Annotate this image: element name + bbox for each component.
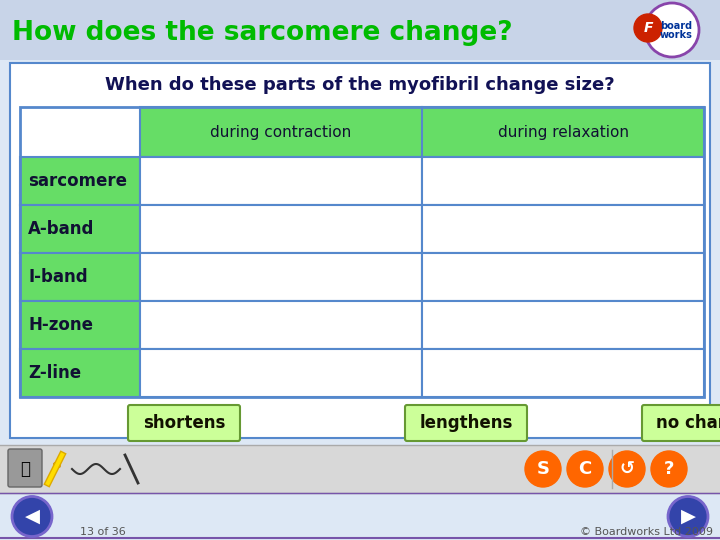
FancyBboxPatch shape — [140, 349, 422, 397]
Text: ?: ? — [664, 460, 674, 478]
FancyBboxPatch shape — [128, 405, 240, 441]
Circle shape — [634, 14, 662, 42]
Circle shape — [12, 496, 52, 537]
FancyBboxPatch shape — [20, 253, 140, 301]
FancyBboxPatch shape — [422, 301, 704, 349]
FancyBboxPatch shape — [140, 205, 422, 253]
FancyBboxPatch shape — [422, 349, 704, 397]
Text: ↺: ↺ — [619, 460, 634, 478]
FancyBboxPatch shape — [20, 205, 140, 253]
Text: during relaxation: during relaxation — [498, 125, 629, 139]
FancyBboxPatch shape — [422, 205, 704, 253]
Text: 🗑: 🗑 — [20, 460, 30, 478]
Text: When do these parts of the myofibril change size?: When do these parts of the myofibril cha… — [105, 76, 615, 94]
Text: I-band: I-band — [28, 268, 88, 286]
Text: How does the sarcomere change?: How does the sarcomere change? — [12, 20, 513, 46]
FancyBboxPatch shape — [422, 157, 704, 205]
FancyBboxPatch shape — [20, 157, 140, 205]
FancyBboxPatch shape — [0, 0, 720, 60]
Text: no change: no change — [656, 414, 720, 432]
Text: during contraction: during contraction — [210, 125, 351, 139]
FancyBboxPatch shape — [140, 107, 704, 157]
FancyBboxPatch shape — [0, 445, 720, 493]
Circle shape — [645, 3, 699, 57]
Text: works: works — [660, 30, 693, 40]
Circle shape — [609, 451, 645, 487]
FancyBboxPatch shape — [140, 253, 422, 301]
Text: S: S — [536, 460, 549, 478]
Text: F: F — [643, 21, 653, 35]
Text: Z-line: Z-line — [28, 364, 81, 382]
Text: sarcomere: sarcomere — [28, 172, 127, 190]
Text: A-band: A-band — [28, 220, 94, 238]
FancyBboxPatch shape — [8, 449, 42, 487]
FancyBboxPatch shape — [140, 157, 422, 205]
Text: ▶: ▶ — [680, 507, 696, 526]
Circle shape — [567, 451, 603, 487]
FancyBboxPatch shape — [642, 405, 720, 441]
Text: H-zone: H-zone — [28, 316, 93, 334]
FancyBboxPatch shape — [20, 349, 140, 397]
FancyBboxPatch shape — [405, 405, 527, 441]
Text: shortens: shortens — [143, 414, 225, 432]
Text: C: C — [578, 460, 592, 478]
FancyBboxPatch shape — [20, 301, 140, 349]
Circle shape — [651, 451, 687, 487]
Text: lengthens: lengthens — [419, 414, 513, 432]
Text: 13 of 36: 13 of 36 — [80, 527, 126, 537]
FancyBboxPatch shape — [422, 253, 704, 301]
Text: ◀: ◀ — [24, 507, 40, 526]
FancyBboxPatch shape — [0, 493, 720, 540]
Text: board: board — [660, 21, 692, 31]
FancyBboxPatch shape — [140, 301, 422, 349]
Text: © Boardworks Ltd 2009: © Boardworks Ltd 2009 — [580, 527, 713, 537]
FancyBboxPatch shape — [10, 63, 710, 438]
Circle shape — [668, 496, 708, 537]
Circle shape — [525, 451, 561, 487]
